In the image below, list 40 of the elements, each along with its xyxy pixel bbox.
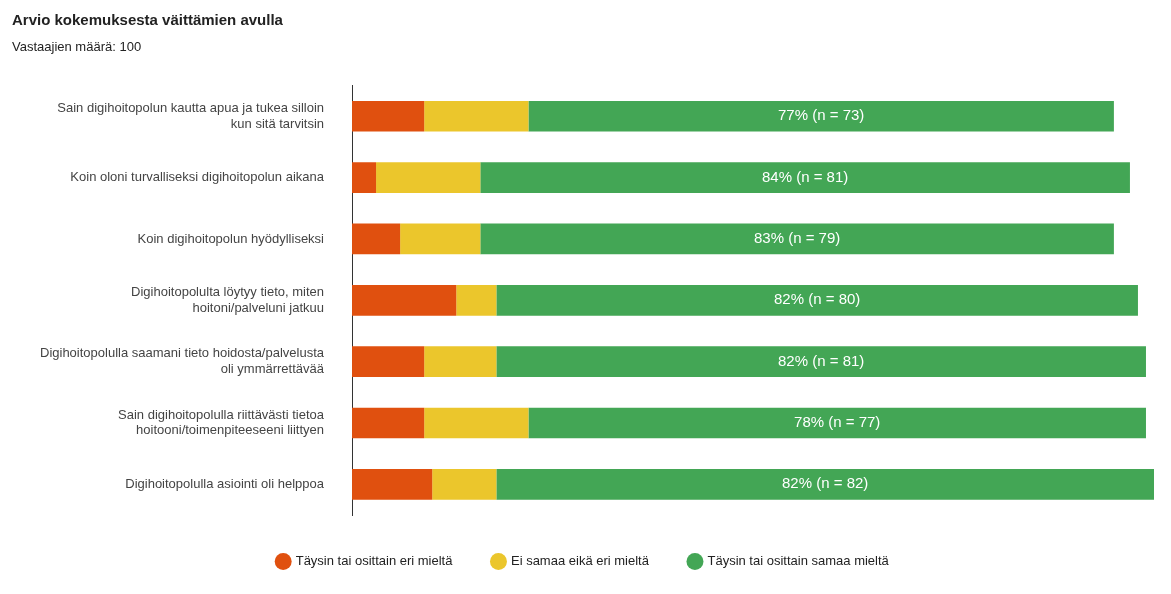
- bar: [352, 346, 425, 377]
- text: Arvio kokemuksesta väittämien avulla: [12, 11, 284, 29]
- data-label: 82% (n = 81): [778, 351, 865, 369]
- y-tick-label: Sain digihoitopolulla riittävästi tietoa hoitooni/toimenpiteeseeni liittyen: [118, 406, 325, 438]
- y-tick-label: Digihoitopolulta löytyy tieto, miten hoitoni/palveluni jatkuu: [131, 284, 325, 315]
- bar: [480, 162, 1130, 193]
- bar: [496, 346, 1146, 377]
- y-tick-label: Koin digihoitopolun hyödylliseksi: [137, 230, 325, 246]
- y-tick-label: Koin oloni turvalliseksi digihoitopolun aikana: [70, 169, 325, 185]
- bar: [528, 407, 1146, 439]
- bar: [352, 284, 457, 316]
- bar: [480, 223, 1114, 255]
- bar: [424, 100, 529, 132]
- bar: [376, 162, 481, 193]
- bar: [496, 284, 1138, 316]
- data-label: 77% (n = 73): [778, 106, 865, 124]
- text: Vastaajien määrä: 100: [12, 39, 142, 55]
- bar: [528, 100, 1114, 132]
- y-tick-label: Sain digihoitopolun kautta apua ja tukea silloin kun sitä tarvitsin: [57, 100, 325, 131]
- bar: [432, 468, 497, 500]
- legend-label: Täysin tai osittain eri mieltä: [295, 553, 454, 569]
- bar: [352, 162, 377, 193]
- bar: [424, 407, 529, 439]
- bar: [352, 468, 433, 500]
- data-label: 82% (n = 80): [774, 290, 861, 308]
- y-tick-label: Digihoitopolulla asiointi oli helppoa: [125, 475, 325, 491]
- bar: [456, 284, 497, 316]
- legend-label: Ei samaa eikä eri mieltä: [510, 553, 650, 569]
- bar: [424, 346, 497, 377]
- y-tick-label: Digihoitopolulla saamani tieto hoidosta/palvelusta oli ymmärrettävää: [40, 345, 325, 377]
- bar: [352, 407, 425, 439]
- data-label: 84% (n = 81): [761, 167, 849, 185]
- data-label: 83% (n = 79): [753, 229, 841, 247]
- bar: [496, 468, 1154, 500]
- data-label: 78% (n = 77): [794, 413, 881, 431]
- data-label: 82% (n = 82): [782, 474, 869, 492]
- bar: [400, 223, 481, 255]
- bar: [352, 100, 425, 132]
- legend-label: Täysin tai osittain samaa mieltä: [707, 553, 890, 569]
- bar: [352, 223, 401, 255]
